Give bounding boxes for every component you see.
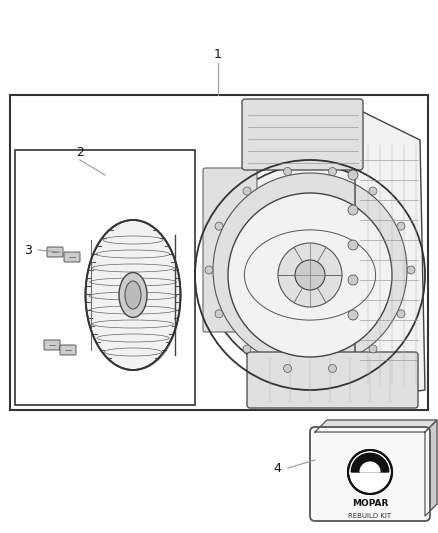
FancyBboxPatch shape — [310, 427, 430, 521]
FancyBboxPatch shape — [247, 352, 418, 408]
Ellipse shape — [125, 281, 141, 309]
FancyBboxPatch shape — [47, 247, 63, 257]
Circle shape — [397, 222, 405, 230]
Circle shape — [348, 240, 358, 250]
FancyBboxPatch shape — [242, 99, 363, 170]
Circle shape — [205, 165, 415, 375]
Circle shape — [295, 260, 325, 290]
Circle shape — [215, 222, 223, 230]
Circle shape — [348, 205, 358, 215]
FancyBboxPatch shape — [203, 168, 257, 332]
Polygon shape — [355, 108, 425, 400]
Circle shape — [283, 365, 292, 373]
Text: 2: 2 — [76, 147, 84, 159]
Text: 4: 4 — [273, 462, 281, 474]
Ellipse shape — [119, 272, 147, 318]
Bar — [10, 95, 428, 410]
Circle shape — [215, 310, 223, 318]
Circle shape — [283, 167, 292, 175]
Text: 3: 3 — [24, 244, 32, 256]
Circle shape — [348, 275, 358, 285]
Text: MOPAR: MOPAR — [352, 499, 388, 508]
Circle shape — [348, 310, 358, 320]
Circle shape — [278, 243, 342, 307]
Circle shape — [369, 345, 377, 353]
Polygon shape — [360, 462, 380, 472]
Circle shape — [228, 193, 392, 357]
Circle shape — [348, 170, 358, 180]
FancyBboxPatch shape — [44, 340, 60, 350]
Circle shape — [348, 450, 392, 494]
FancyBboxPatch shape — [60, 345, 76, 355]
Circle shape — [407, 266, 415, 274]
Text: 1: 1 — [214, 49, 222, 61]
Circle shape — [328, 365, 336, 373]
Circle shape — [213, 173, 407, 367]
Circle shape — [397, 310, 405, 318]
Circle shape — [243, 345, 251, 353]
Polygon shape — [351, 453, 389, 472]
Circle shape — [369, 187, 377, 195]
Polygon shape — [315, 420, 437, 432]
Ellipse shape — [95, 230, 180, 370]
Bar — [15, 150, 195, 405]
Text: REBUILD KIT: REBUILD KIT — [349, 513, 392, 519]
FancyBboxPatch shape — [64, 252, 80, 262]
Circle shape — [328, 167, 336, 175]
Ellipse shape — [85, 220, 180, 370]
Polygon shape — [425, 420, 437, 516]
Circle shape — [205, 266, 213, 274]
Circle shape — [243, 187, 251, 195]
